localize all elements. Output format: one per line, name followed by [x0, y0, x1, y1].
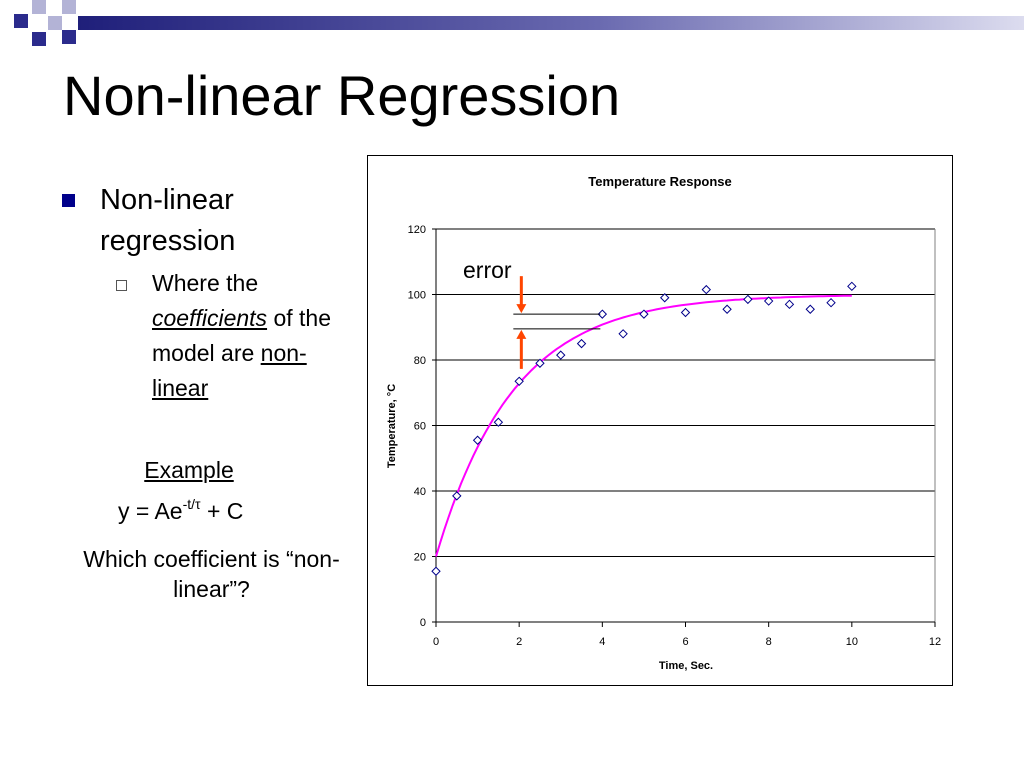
y-tick-label: 40	[414, 486, 426, 498]
x-tick-label: 8	[766, 636, 772, 648]
deco-square-light	[48, 16, 62, 30]
y-tick-label: 100	[408, 290, 426, 302]
data-point-diamond	[722, 304, 732, 314]
y-tick-label: 20	[414, 552, 426, 564]
data-point-diamond	[556, 350, 566, 360]
x-tick-label: 10	[846, 636, 858, 648]
y-axis-label: Temperature, °C	[386, 384, 398, 468]
square-bullet-icon	[62, 194, 75, 207]
slide-title: Non-linear Regression	[63, 64, 621, 127]
data-point-diamond	[701, 284, 711, 295]
header-decoration	[14, 0, 1024, 46]
data-point-diamond	[452, 491, 462, 501]
formula-tail: + C	[200, 498, 244, 524]
example-label: Example	[144, 457, 234, 483]
chart-title: Temperature Response	[588, 174, 732, 189]
deco-square-dark	[32, 32, 46, 46]
sub-bullet-lead: Where the	[152, 270, 259, 296]
data-point-diamond	[763, 296, 774, 306]
model-formula: y = Ae-t/τ + C	[118, 496, 243, 526]
header-band	[78, 16, 1024, 30]
data-point-diamond	[472, 435, 483, 445]
data-point-diamond	[805, 304, 815, 314]
x-tick-label: 6	[682, 636, 688, 648]
nonlinear-word: non-linear	[152, 340, 307, 401]
deco-square-light	[32, 0, 46, 14]
data-point-diamond	[597, 309, 608, 319]
error-arrow-down-head	[516, 304, 527, 314]
data-point-diamond	[680, 307, 691, 318]
plot-area: 0 20 40 60 80 100 120 0 2 4 6 8 10 12	[408, 224, 941, 648]
question-text: Which coefficient is “non-linear”?	[83, 546, 340, 602]
hollow-square-bullet-icon	[116, 280, 127, 291]
data-point-diamond	[784, 299, 795, 310]
data-point-diamond	[535, 358, 545, 368]
y-tick-label: 80	[414, 355, 426, 367]
deco-square-dark	[62, 30, 76, 44]
sub-bullet-middle: of the model are	[152, 305, 331, 366]
main-bullet-text: Non-linear regression	[100, 184, 236, 257]
y-tick-label: 120	[408, 224, 426, 236]
chart-frame	[367, 155, 953, 686]
x-tick-label: 0	[433, 636, 439, 648]
y-tick-label: 0	[420, 617, 426, 629]
data-point-diamond	[743, 294, 753, 305]
x-axis-label: Time, Sec.	[659, 660, 713, 672]
data-point-diamond	[431, 566, 441, 576]
data-point-diamond	[514, 376, 524, 386]
data-point-diamond	[618, 329, 628, 339]
data-point-diamond	[639, 309, 649, 319]
x-tick-label: 4	[599, 636, 605, 648]
coefficients-word: coefficients	[152, 305, 268, 331]
deco-square-dark	[14, 14, 28, 28]
data-point-diamond	[826, 297, 836, 308]
deco-square-light	[62, 0, 76, 14]
data-point-diamond	[493, 417, 504, 427]
sub-bullet-text: Where the coefficients of the model are …	[152, 266, 352, 406]
error-label: error	[463, 257, 512, 283]
x-tick-label: 2	[516, 636, 522, 648]
formula-base: y = Ae	[118, 498, 183, 524]
x-tick-label: 12	[929, 636, 941, 648]
data-point-diamond	[660, 293, 670, 303]
data-point-diamond	[576, 338, 587, 349]
error-arrow-up-head	[516, 329, 527, 339]
data-point-diamond	[847, 281, 857, 292]
formula-exponent: -t/τ	[182, 496, 201, 512]
y-tick-label: 60	[414, 421, 426, 433]
